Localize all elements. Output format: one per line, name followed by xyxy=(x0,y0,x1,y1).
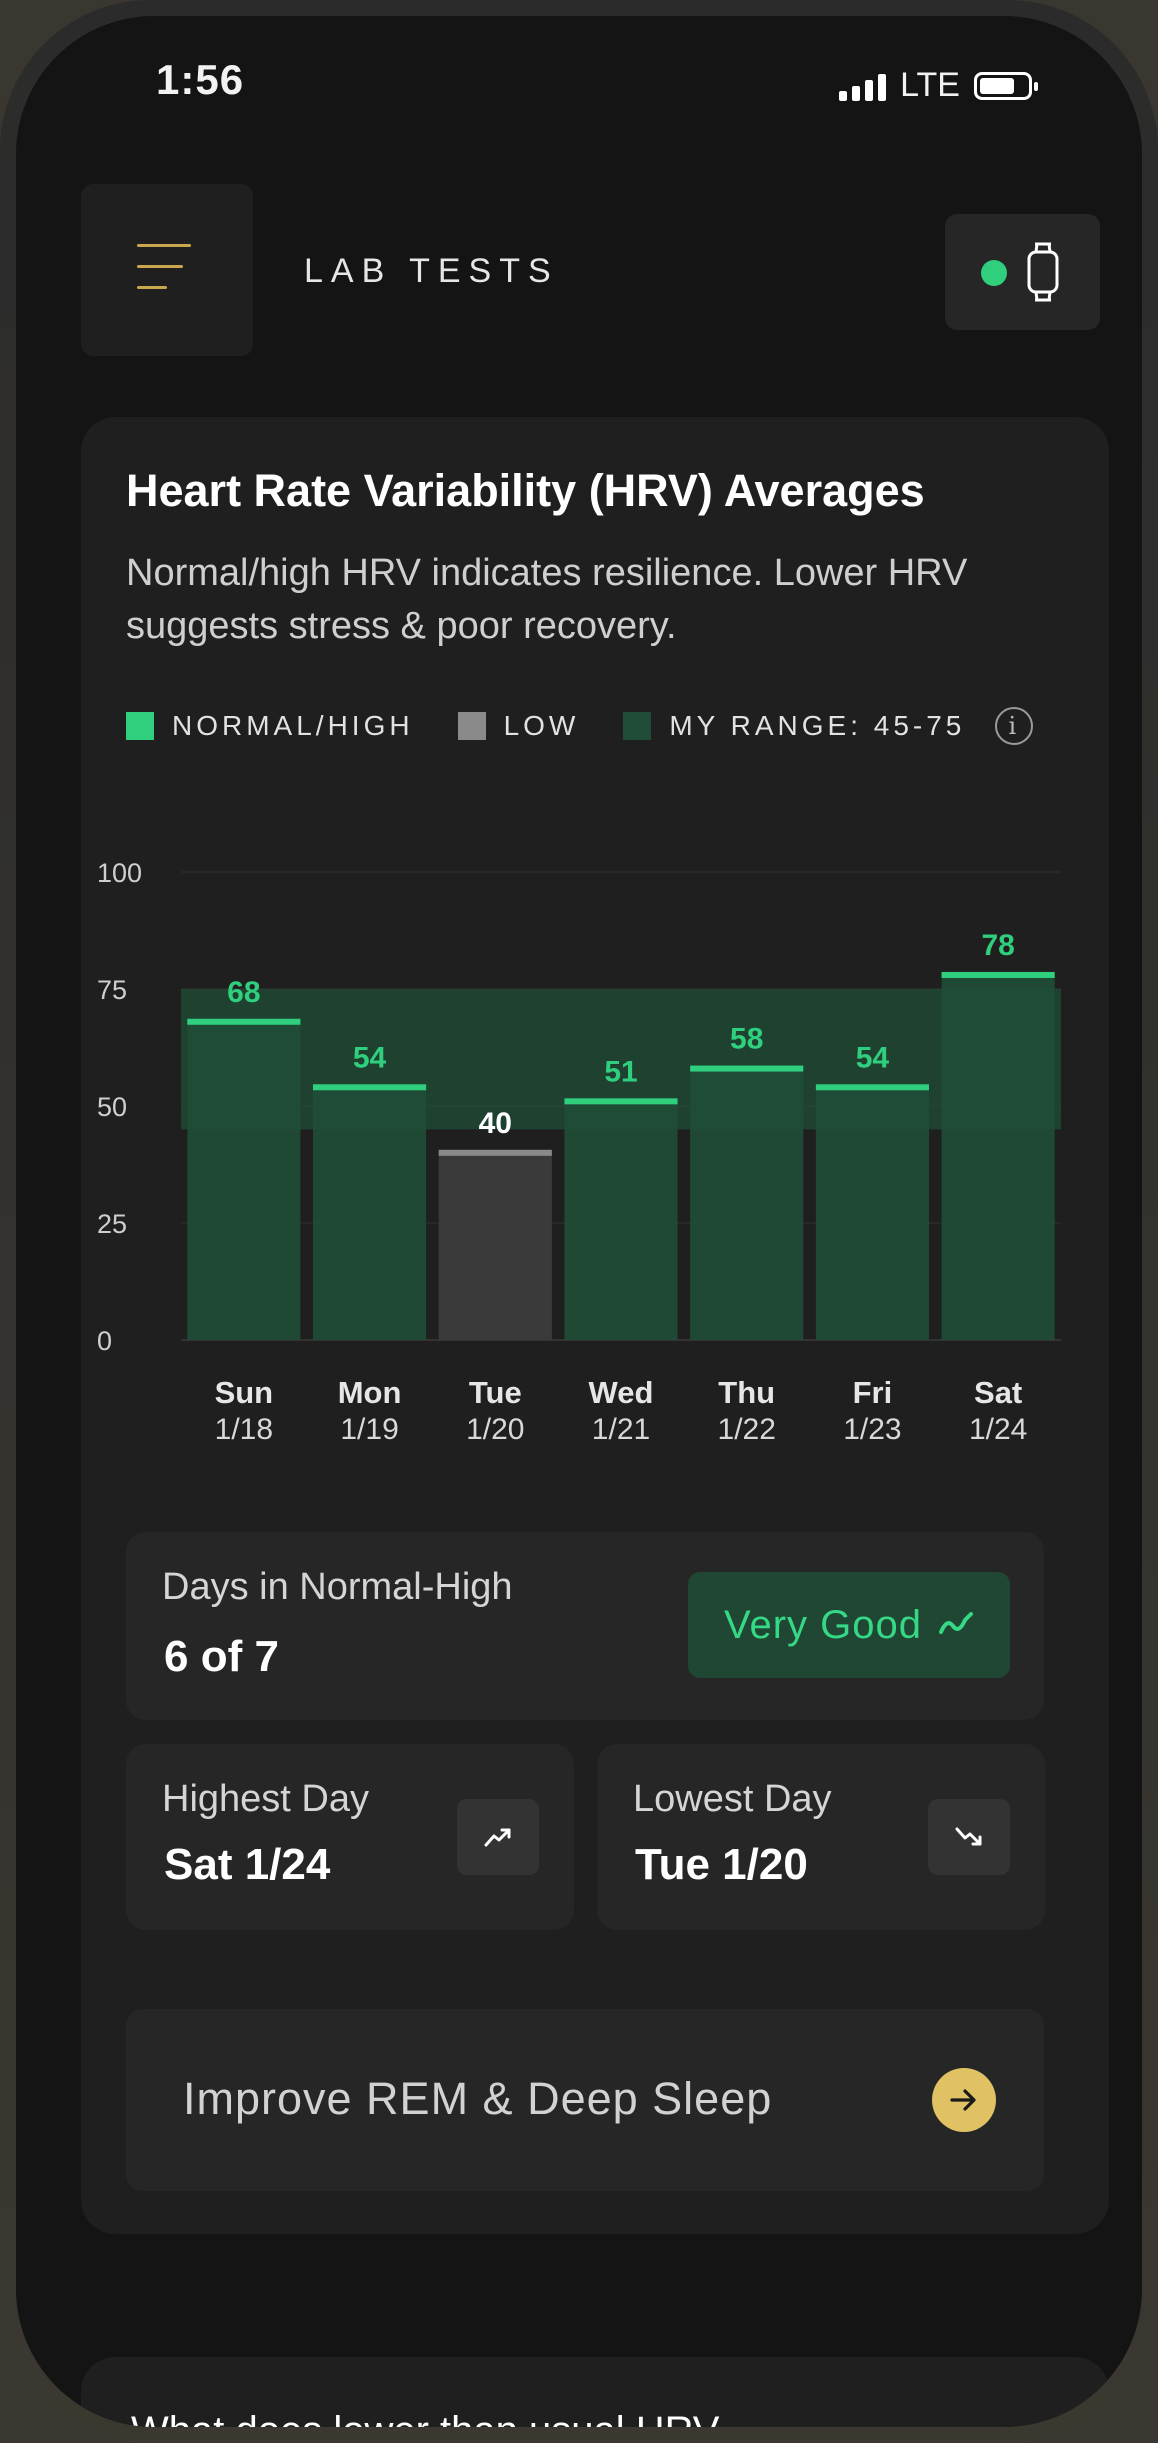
x-tick-day: Thu xyxy=(718,1375,775,1410)
rating-badge: Very Good xyxy=(688,1572,1010,1678)
hrv-info-card[interactable]: What does lower than usual HRV xyxy=(81,2357,1109,2427)
hrv-info-title: What does lower than usual HRV xyxy=(131,2409,719,2427)
watch-icon xyxy=(1027,242,1059,302)
highest-day-button[interactable] xyxy=(457,1799,539,1875)
menu-icon xyxy=(137,244,191,247)
days-normal-panel: Days in Normal-High 6 of 7 Very Good xyxy=(126,1532,1044,1720)
bar-value-label: 54 xyxy=(856,1041,890,1074)
status-indicators: LTE xyxy=(839,66,1038,105)
x-tick-date: 1/24 xyxy=(969,1413,1027,1446)
battery-icon xyxy=(974,71,1038,100)
x-tick-day: Mon xyxy=(338,1375,402,1410)
legend-swatch-range xyxy=(623,712,652,740)
bar-value-label: 68 xyxy=(227,976,260,1009)
highest-day-label: Highest Day xyxy=(162,1778,369,1820)
y-tick-label: 0 xyxy=(97,1326,112,1356)
legend-label-normal: NORMAL/HIGH xyxy=(172,710,414,741)
bar-cap xyxy=(564,1098,678,1105)
lowest-day-value: Tue 1/20 xyxy=(635,1840,808,1889)
x-tick-date: 1/23 xyxy=(843,1413,901,1446)
card-title: Heart Rate Variability (HRV) Averages xyxy=(126,465,925,516)
x-tick-date: 1/18 xyxy=(215,1413,273,1446)
legend-swatch-low xyxy=(457,712,486,740)
lowest-day-label: Lowest Day xyxy=(633,1778,832,1820)
bar-cap xyxy=(438,1149,552,1156)
x-tick-date: 1/21 xyxy=(592,1413,650,1446)
info-icon[interactable]: i xyxy=(995,707,1034,745)
bar xyxy=(690,1068,804,1340)
y-tick-label: 75 xyxy=(97,975,127,1005)
device-status-button[interactable] xyxy=(945,214,1100,330)
highest-day-panel: Highest Day Sat 1/24 xyxy=(126,1744,574,1930)
menu-icon-line xyxy=(137,265,183,268)
bar-value-label: 58 xyxy=(730,1023,763,1056)
x-tick-date: 1/19 xyxy=(340,1413,398,1446)
improve-sleep-label: Improve REM & Deep Sleep xyxy=(183,2073,773,2124)
rating-label: Very Good xyxy=(723,1602,922,1647)
trending-down-icon xyxy=(955,1827,982,1846)
x-tick-day: Sun xyxy=(215,1375,274,1410)
connected-dot-icon xyxy=(981,260,1007,286)
bar-cap xyxy=(690,1065,804,1072)
improve-sleep-button[interactable]: Improve REM & Deep Sleep xyxy=(126,2009,1044,2191)
bar-value-label: 51 xyxy=(604,1055,637,1088)
chart-legend: NORMAL/HIGH LOW MY RANGE: 45-75 i xyxy=(126,707,1034,745)
y-tick-label: 50 xyxy=(97,1092,127,1122)
legend-item-low: LOW xyxy=(457,710,580,742)
x-tick-date: 1/22 xyxy=(718,1413,776,1446)
x-tick-day: Fri xyxy=(853,1375,893,1410)
bar-cap xyxy=(187,1018,301,1025)
days-normal-value: 6 of 7 xyxy=(164,1632,279,1681)
x-tick-day: Sat xyxy=(974,1375,1022,1410)
network-label: LTE xyxy=(900,66,960,104)
legend-label-low: LOW xyxy=(503,710,580,741)
bar xyxy=(815,1087,929,1340)
highest-day-value: Sat 1/24 xyxy=(164,1840,331,1889)
signal-icon xyxy=(839,71,887,101)
days-normal-label: Days in Normal-High xyxy=(162,1566,513,1608)
bar-value-label: 54 xyxy=(353,1041,387,1074)
bar-value-label: 40 xyxy=(479,1107,512,1140)
bar xyxy=(187,1021,301,1340)
x-tick-day: Tue xyxy=(469,1375,522,1410)
legend-item-normal: NORMAL/HIGH xyxy=(126,710,414,742)
bar-cap xyxy=(313,1084,427,1091)
lowest-day-button[interactable] xyxy=(928,1799,1010,1875)
legend-swatch-normal xyxy=(126,712,154,740)
hrv-card: Heart Rate Variability (HRV) Averages No… xyxy=(81,417,1109,2234)
status-time: 1:56 xyxy=(156,56,245,103)
x-tick-day: Wed xyxy=(589,1375,654,1410)
screen: 1:56 LTE LAB TESTS xyxy=(16,16,1142,2427)
arrow-right-icon xyxy=(932,2068,996,2132)
y-tick-label: 100 xyxy=(97,858,142,888)
legend-item-range: MY RANGE: 45-75 xyxy=(623,710,965,742)
x-tick-date: 1/20 xyxy=(466,1413,524,1446)
lowest-day-panel: Lowest Day Tue 1/20 xyxy=(597,1744,1045,1930)
card-description: Normal/high HRV indicates resilience. Lo… xyxy=(126,552,968,647)
bar xyxy=(438,1152,552,1340)
menu-icon-line xyxy=(137,286,167,289)
bar-value-label: 78 xyxy=(981,929,1014,962)
page-title: LAB TESTS xyxy=(304,252,559,290)
trending-up-icon xyxy=(484,1828,511,1847)
trend-icon xyxy=(939,1612,973,1634)
legend-label-range: MY RANGE: 45-75 xyxy=(669,710,966,741)
bar-cap xyxy=(815,1084,929,1091)
y-tick-label: 25 xyxy=(97,1209,127,1239)
bar xyxy=(941,974,1055,1340)
bar-cap xyxy=(941,971,1055,978)
bar xyxy=(564,1101,678,1340)
menu-button[interactable] xyxy=(81,184,253,356)
bar xyxy=(313,1087,427,1340)
